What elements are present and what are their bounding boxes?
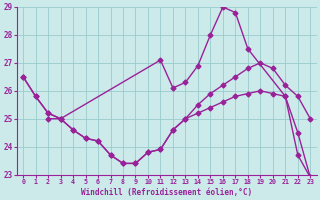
X-axis label: Windchill (Refroidissement éolien,°C): Windchill (Refroidissement éolien,°C) — [81, 188, 252, 197]
